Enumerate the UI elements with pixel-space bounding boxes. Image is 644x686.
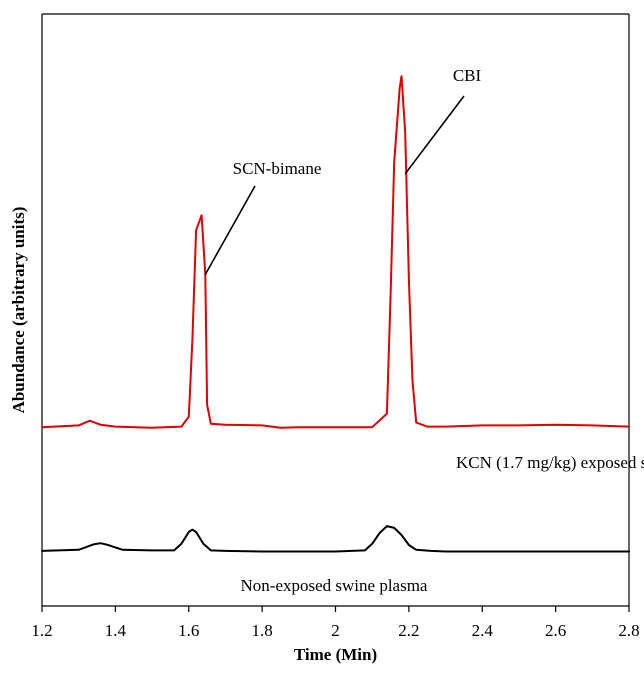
series-line-kcn-exposed — [41, 75, 630, 429]
x-axis-ticks — [41, 606, 630, 612]
x-axis-tick-labels: 1.2 1.4 1.6 1.8 2 2.2 2.4 2.6 2.8 — [31, 621, 639, 640]
annotation-leader-line — [204, 185, 256, 275]
series-labels: KCN (1.7 mg/kg) exposed swine plasma Non-… — [241, 453, 644, 595]
x-tick-label: 2.4 — [472, 621, 494, 640]
x-axis-title: Time (Min) — [294, 645, 377, 664]
series-line-non-exposed — [41, 525, 630, 553]
x-tick-label: 1.8 — [252, 621, 273, 640]
series-label-kcn-exposed: KCN (1.7 mg/kg) exposed swine plasma — [456, 453, 644, 472]
annotation-leader-line — [404, 95, 465, 175]
series-label-non-exposed: Non-exposed swine plasma — [241, 576, 428, 595]
annotation-label: CBI — [453, 66, 482, 85]
x-tick-label: 2.6 — [545, 621, 566, 640]
x-tick-label: 2 — [331, 621, 340, 640]
series-lines — [41, 75, 630, 553]
annotations: SCN-bimane CBI — [204, 66, 482, 275]
plot-frame — [41, 13, 630, 607]
y-axis-title: Abundance (arbitrary units) — [9, 207, 28, 414]
annotation-label: SCN-bimane — [233, 159, 322, 178]
x-tick-label: 2.2 — [398, 621, 419, 640]
x-tick-label: 1.6 — [178, 621, 199, 640]
x-tick-label: 1.2 — [31, 621, 52, 640]
x-tick-label: 2.8 — [618, 621, 639, 640]
x-tick-label: 1.4 — [105, 621, 127, 640]
